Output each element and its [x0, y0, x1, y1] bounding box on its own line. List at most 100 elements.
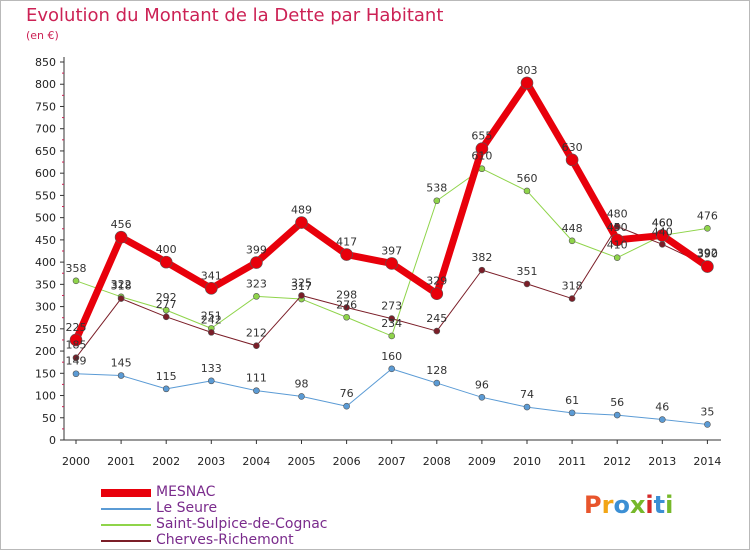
legend-swatch	[101, 524, 151, 526]
data-point-cherves-richemont	[298, 292, 305, 299]
data-label-le-seure: 56	[610, 396, 624, 409]
data-label-cherves-richemont: 245	[426, 312, 447, 325]
data-label-le-seure: 76	[340, 387, 354, 400]
data-label-saint-sulpice-de-cognac: 322	[111, 278, 132, 291]
data-label-cherves-richemont: 212	[246, 327, 267, 340]
data-point-cherves-richemont	[613, 223, 621, 230]
data-label-mesnac: 655	[471, 130, 492, 143]
y-tick-label: 800	[35, 78, 56, 91]
y-tick-label: 450	[35, 234, 56, 247]
x-axis-ticks: 2000 2001 2002 2003 2004 2005 2006 2007 2008 2009…	[62, 440, 721, 468]
data-label-saint-sulpice-de-cognac: 323	[246, 277, 267, 290]
data-point-mesnac	[69, 333, 83, 347]
data-label-mesnac: 456	[111, 218, 132, 231]
data-point-le-seure	[523, 403, 531, 411]
logo-letter: o	[613, 491, 630, 519]
x-tick-label: 2013	[648, 455, 676, 468]
y-tick-label: 50	[42, 412, 56, 425]
data-label-saint-sulpice-de-cognac: 610	[471, 150, 492, 163]
data-label-mesnac: 489	[291, 204, 312, 217]
x-tick-label: 2004	[242, 455, 270, 468]
data-point-mesnac	[430, 287, 444, 300]
data-point-cherves-richemont	[117, 295, 125, 302]
chart-subtitle: (en €)	[26, 29, 59, 42]
data-label-mesnac: 397	[381, 244, 402, 257]
data-label-mesnac: 399	[246, 244, 267, 257]
data-label-saint-sulpice-de-cognac: 448	[562, 222, 583, 235]
data-label-saint-sulpice-de-cognac: 251	[201, 309, 222, 322]
data-label-le-seure: 115	[156, 370, 177, 383]
data-point-le-seure	[568, 409, 576, 417]
data-label-le-seure: 35	[700, 405, 714, 418]
data-label-le-seure: 133	[201, 362, 222, 375]
legend-swatch	[101, 489, 151, 497]
x-tick-label: 2002	[152, 455, 180, 468]
data-label-cherves-richemont: 277	[156, 298, 177, 311]
x-tick-label: 2001	[107, 455, 135, 468]
legend-label: Le Seure	[156, 500, 218, 516]
data-point-cherves-richemont	[253, 342, 260, 350]
data-point-cherves-richemont	[72, 354, 80, 362]
data-label-le-seure: 98	[295, 377, 309, 390]
x-tick-label: 2006	[333, 455, 361, 468]
data-label-le-seure: 61	[565, 394, 579, 407]
data-label-le-seure: 96	[475, 378, 489, 391]
data-point-mesnac	[655, 229, 669, 242]
series-group	[69, 76, 714, 428]
y-tick-label: 400	[35, 256, 56, 269]
data-point-cherves-richemont	[388, 315, 396, 322]
data-label-mesnac: 390	[697, 248, 718, 261]
data-label-mesnac: 450	[607, 221, 628, 234]
data-point-saint-sulpice-de-cognac	[343, 313, 350, 321]
x-tick-label: 2012	[603, 455, 631, 468]
y-tick-label: 750	[35, 100, 56, 113]
data-point-cherves-richemont	[433, 327, 441, 335]
data-label-cherves-richemont: 480	[607, 208, 628, 221]
data-label-saint-sulpice-de-cognac: 476	[697, 209, 718, 222]
data-label-mesnac: 460	[652, 216, 673, 229]
y-tick-label: 150	[35, 367, 56, 380]
logo-letter: t	[653, 491, 666, 519]
y-tick-label: 200	[35, 345, 56, 358]
data-point-mesnac	[250, 256, 263, 269]
data-label-saint-sulpice-de-cognac: 410	[607, 239, 628, 252]
data-point-mesnac	[385, 257, 399, 270]
legend-label: MESNAC	[156, 484, 216, 500]
data-point-le-seure	[208, 377, 215, 385]
data-point-cherves-richemont	[523, 280, 531, 288]
data-label-saint-sulpice-de-cognac: 234	[381, 317, 402, 330]
data-point-mesnac	[340, 248, 353, 261]
proxiti-logo: Proxiti	[584, 491, 673, 519]
data-point-le-seure	[72, 370, 80, 378]
x-tick-label: 2014	[693, 455, 721, 468]
data-point-le-seure	[704, 421, 711, 428]
data-point-saint-sulpice-de-cognac	[523, 187, 531, 195]
data-label-le-seure: 145	[111, 357, 132, 370]
x-tick-label: 2007	[378, 455, 406, 468]
data-label-saint-sulpice-de-cognac: 358	[66, 262, 87, 275]
y-tick-label: 100	[35, 390, 56, 403]
data-point-le-seure	[433, 379, 441, 387]
logo-letter: i	[645, 491, 654, 519]
data-point-cherves-richemont	[343, 304, 350, 311]
data-point-le-seure	[298, 393, 305, 400]
data-point-mesnac	[114, 230, 128, 244]
data-point-cherves-richemont	[658, 241, 666, 248]
data-label-saint-sulpice-de-cognac: 560	[517, 172, 538, 185]
data-label-mesnac: 417	[336, 236, 357, 249]
data-label-le-seure: 160	[381, 350, 402, 363]
data-point-mesnac	[701, 260, 714, 273]
data-point-mesnac	[520, 76, 534, 90]
data-point-le-seure	[117, 372, 125, 379]
x-tick-label: 2003	[197, 455, 225, 468]
data-point-cherves-richemont	[162, 313, 170, 321]
data-label-le-seure: 149	[66, 355, 87, 368]
data-label-cherves-richemont: 273	[381, 300, 402, 313]
y-tick-label: 850	[35, 56, 56, 69]
legend-label: Cherves-Richemont	[156, 532, 294, 548]
data-label-saint-sulpice-de-cognac: 276	[336, 298, 357, 311]
data-label-cherves-richemont: 382	[471, 251, 492, 264]
data-point-mesnac	[610, 233, 624, 247]
